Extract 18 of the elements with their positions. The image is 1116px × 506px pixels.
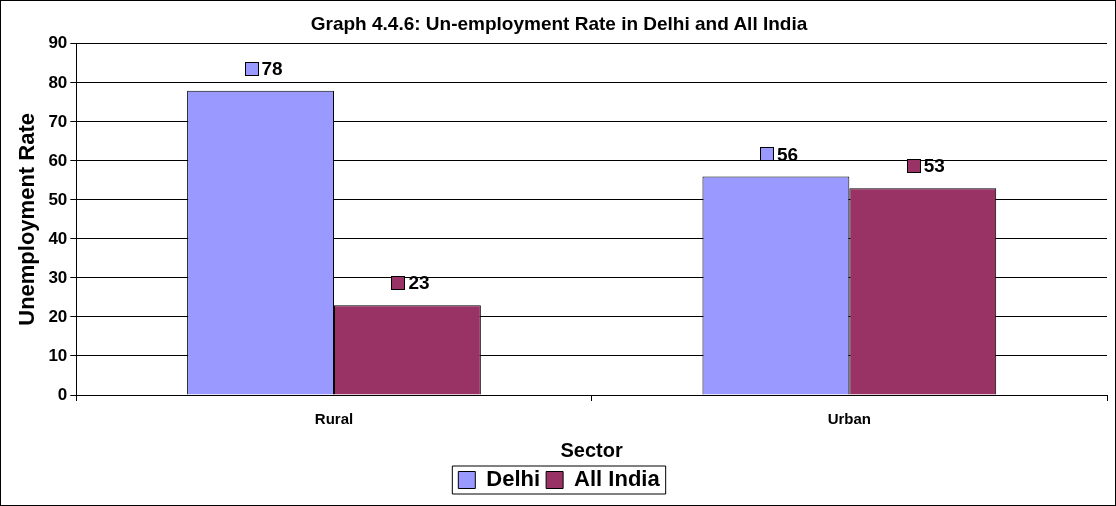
y-axis-title: Unemployment Rate [14, 113, 40, 326]
legend-label: All India [574, 466, 661, 492]
data-label: 78 [261, 57, 283, 79]
x-tick-label: Urban [827, 410, 871, 428]
y-tick-label: 30 [48, 267, 68, 287]
x-axis-title: Sector [560, 438, 623, 461]
y-tick-label: 60 [48, 150, 68, 170]
y-tick-label: 0 [57, 384, 68, 404]
y-tick-label: 10 [48, 345, 68, 365]
legend-label: Delhi [486, 466, 541, 492]
y-tick-label: 80 [48, 72, 68, 92]
x-tick-label: Rural [314, 410, 354, 428]
y-tick-label: 40 [48, 228, 68, 248]
y-tick-label: 70 [48, 111, 68, 131]
y-tick-label: 90 [48, 33, 68, 53]
y-tick-label: 50 [48, 189, 68, 209]
y-tick-label: 20 [48, 306, 68, 326]
chart-title: Graph 4.4.6: Un-employment Rate in Delhi and All India [310, 12, 808, 34]
